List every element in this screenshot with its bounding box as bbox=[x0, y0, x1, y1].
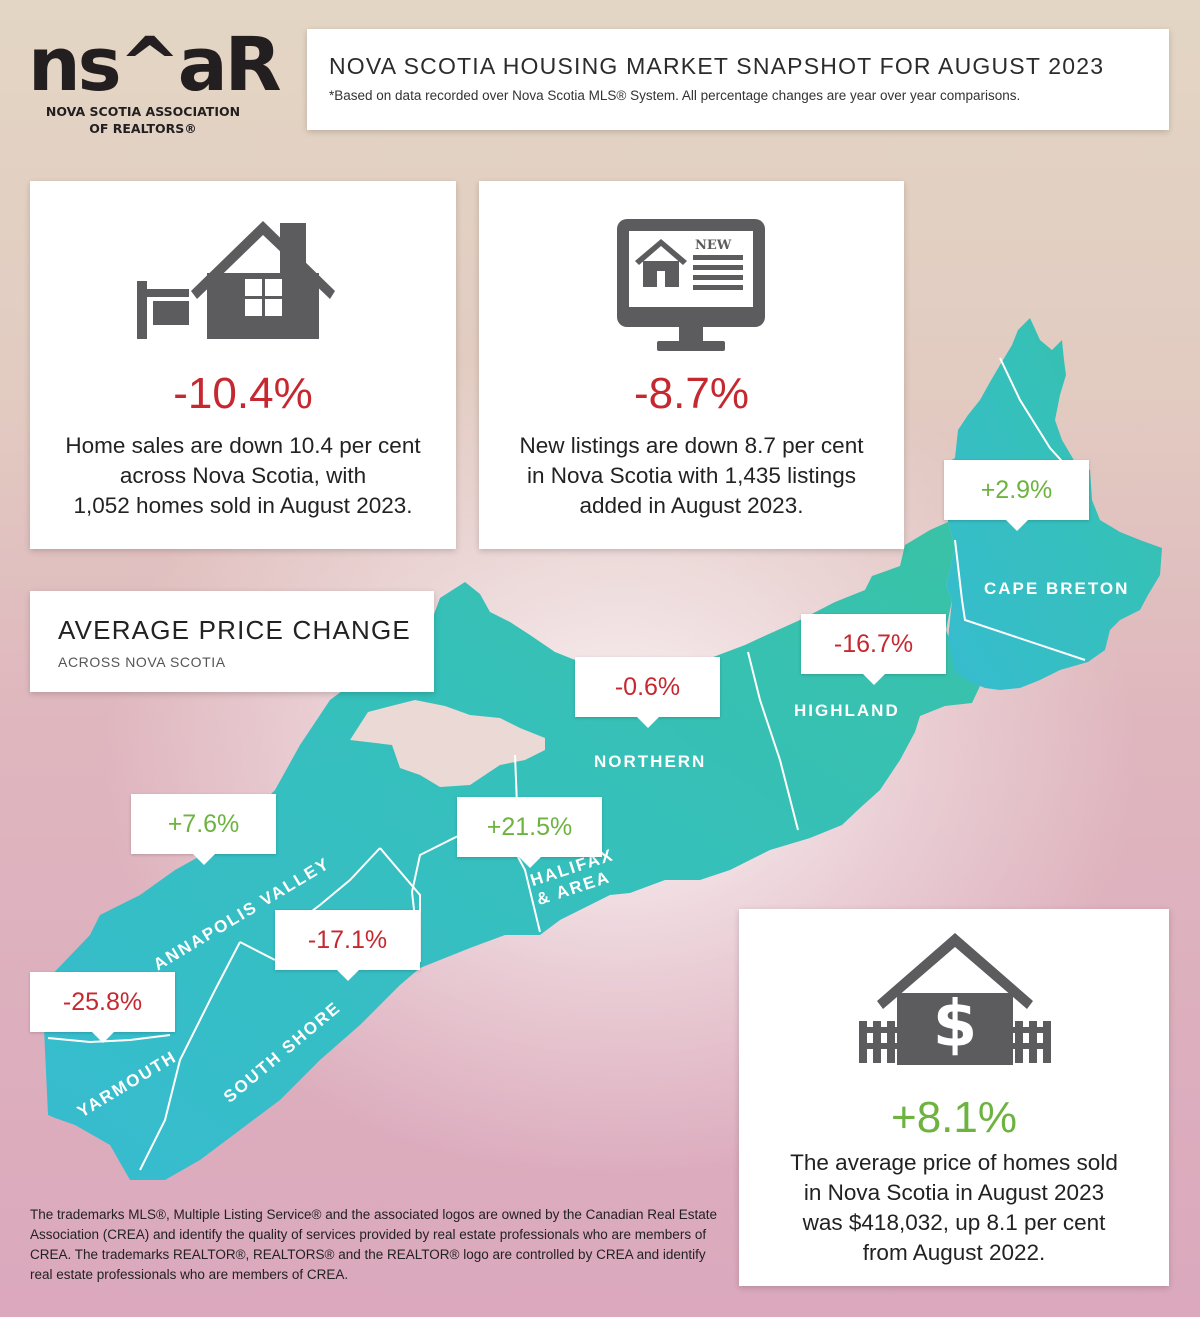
home-sales-line-2: across Nova Scotia, with bbox=[119, 463, 367, 488]
callout-northern: -0.6% bbox=[575, 657, 720, 728]
house-dollar-icon: $ bbox=[859, 933, 1051, 1065]
home-sales-text: Home sales are down 10.4 per cent across… bbox=[30, 431, 456, 521]
new-badge-text: NEW bbox=[695, 238, 732, 253]
new-listings-line-3: added in August 2023. bbox=[579, 493, 804, 518]
page-title: NOVA SCOTIA HOUSING MARKET SNAPSHOT FOR … bbox=[329, 53, 1105, 79]
callout-cape-breton: +2.9% bbox=[944, 460, 1089, 531]
home-sales-percent: -10.4% bbox=[173, 369, 313, 418]
house-for-sale-icon bbox=[137, 221, 335, 339]
average-price-line-2: in Nova Scotia in August 2023 bbox=[803, 1180, 1105, 1205]
average-price-change-subtitle: ACROSS NOVA SCOTIA bbox=[58, 654, 226, 670]
average-price-change-card: AVERAGE PRICE CHANGE ACROSS NOVA SCOTIA bbox=[30, 591, 434, 692]
average-price-line-3: was $418,032, up 8.1 per cent bbox=[802, 1210, 1106, 1235]
svg-text:$: $ bbox=[933, 988, 978, 1062]
new-listings-line-1: New listings are down 8.7 per cent bbox=[519, 433, 864, 458]
average-price-percent: +8.1% bbox=[891, 1093, 1017, 1142]
average-price-change-title: AVERAGE PRICE CHANGE bbox=[58, 615, 411, 645]
callout-yarmouth: -25.8% bbox=[30, 972, 175, 1043]
region-label-northern: NORTHERN bbox=[594, 752, 707, 771]
region-label-highland: HIGHLAND bbox=[794, 701, 900, 720]
logo-line-2: OF REALTORS® bbox=[89, 121, 197, 136]
new-listings-percent: -8.7% bbox=[634, 369, 749, 418]
logo-mark: ns^aR bbox=[28, 22, 282, 108]
trademark-footnote: The trademarks MLS®, Multiple Listing Se… bbox=[30, 1207, 718, 1282]
new-listings-line-2: in Nova Scotia with 1,435 listings bbox=[527, 463, 856, 488]
new-listings-card: NEW -8.7% New listings are down 8.7 per … bbox=[479, 181, 904, 549]
home-sales-card: -10.4% Home sales are down 10.4 per cent… bbox=[30, 181, 456, 549]
callout-highland: -16.7% bbox=[801, 614, 946, 685]
average-price-card: $ +8.1% The average price of homes sold … bbox=[739, 909, 1169, 1286]
new-listings-text: New listings are down 8.7 per cent in No… bbox=[479, 431, 904, 521]
title-note: *Based on data recorded over Nova Scotia… bbox=[329, 88, 1021, 103]
average-price-text: The average price of homes sold in Nova … bbox=[739, 1148, 1169, 1268]
home-sales-line-1: Home sales are down 10.4 per cent bbox=[65, 433, 421, 458]
computer-listing-icon: NEW bbox=[617, 219, 765, 351]
callout-halifax: +21.5% bbox=[457, 797, 602, 868]
average-price-line-1: The average price of homes sold bbox=[790, 1150, 1118, 1175]
callout-south-shore: -17.1% bbox=[275, 910, 420, 981]
callout-annapolis-valley: +7.6% bbox=[131, 794, 276, 865]
average-price-line-4: from August 2022. bbox=[862, 1240, 1046, 1265]
nsar-logo: ns^aR NOVA SCOTIA ASSOCIATION OF REALTOR… bbox=[28, 20, 282, 140]
home-sales-line-3: 1,052 homes sold in August 2023. bbox=[73, 493, 413, 518]
logo-line-1: NOVA SCOTIA ASSOCIATION bbox=[45, 104, 241, 119]
region-label-cape-breton: CAPE BRETON bbox=[984, 579, 1130, 598]
title-card: NOVA SCOTIA HOUSING MARKET SNAPSHOT FOR … bbox=[307, 29, 1169, 130]
